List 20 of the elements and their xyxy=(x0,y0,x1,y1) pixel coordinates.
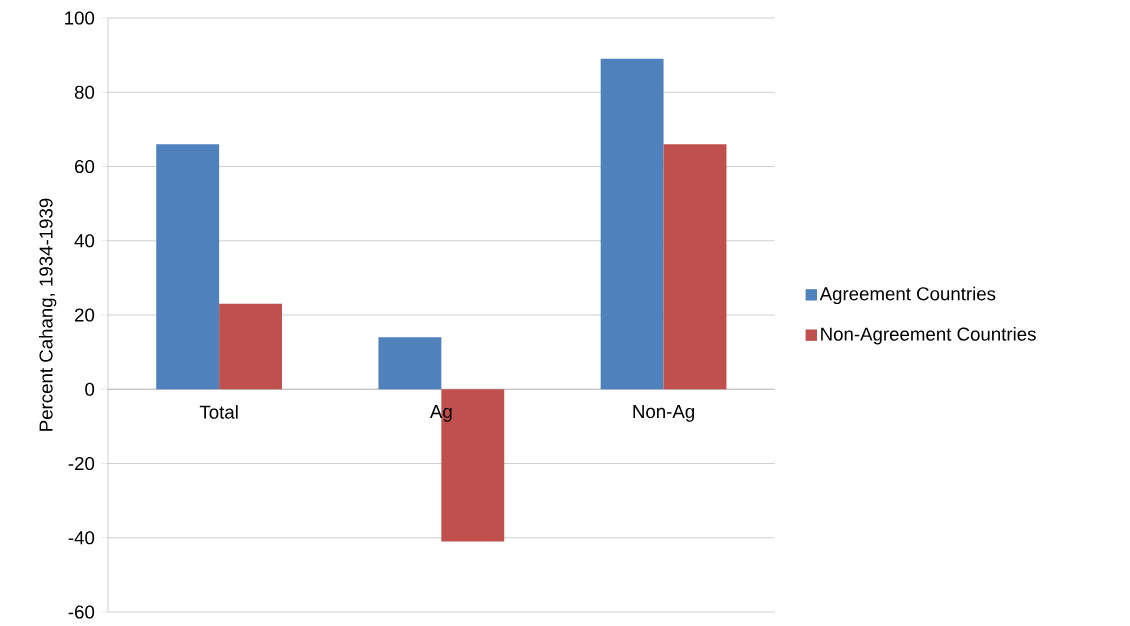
y-tick-label: 0 xyxy=(85,382,95,396)
y-tick-label: 60 xyxy=(75,159,95,174)
y-tick-label: 100 xyxy=(65,11,95,25)
legend-label: Non-Agreement Countries xyxy=(821,327,1036,345)
bar xyxy=(663,144,727,390)
y-tick-label: 20 xyxy=(75,308,95,322)
y-tick-label: -20 xyxy=(68,456,95,471)
x-tick-label: Total xyxy=(199,405,238,419)
bar xyxy=(156,144,220,390)
y-tick-label: 40 xyxy=(74,234,95,248)
y-axis-title: Percent Cahang, 1934-1939 xyxy=(38,198,57,431)
x-tick-label: Non-Ag xyxy=(633,405,694,422)
bar xyxy=(600,58,664,390)
bar xyxy=(219,303,283,390)
legend-label: Agreement Countries xyxy=(819,286,996,305)
bar xyxy=(378,337,442,390)
y-tick-label: -60 xyxy=(68,605,95,619)
y-tick-label: 80 xyxy=(74,85,95,99)
y-tick-label: -40 xyxy=(68,531,95,545)
x-tick-label: Ag xyxy=(429,405,452,422)
